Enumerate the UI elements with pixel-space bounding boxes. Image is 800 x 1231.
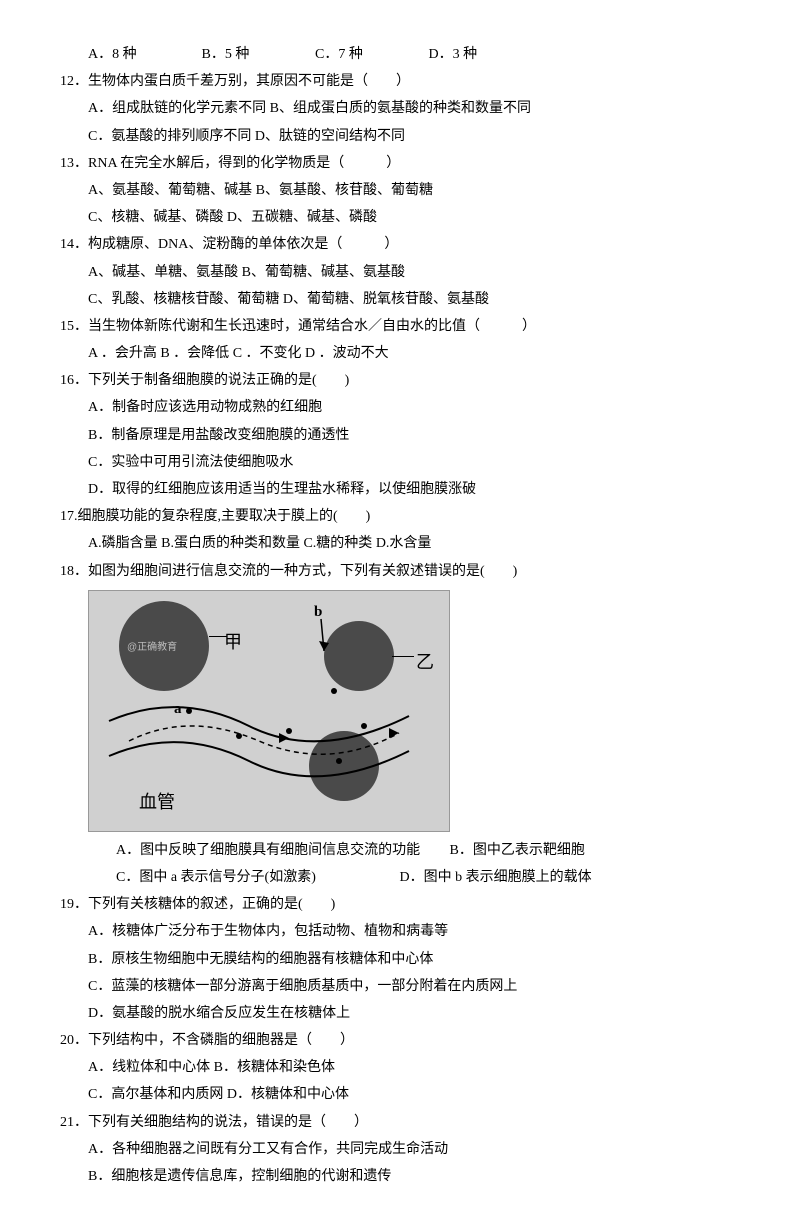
q18-figure-wrap: @正确教育 甲 乙 a b 血管 [60,590,740,832]
q11-opt-a: A．8 种 [88,42,198,67]
q21-opt-b: B．细胞核是遗传信息库，控制细胞的代谢和遗传 [60,1164,740,1189]
q13-line1: A、氨基酸、葡萄糖、碱基 B、氨基酸、核苷酸、葡萄糖 [60,178,740,203]
q18-line1: A．图中反映了细胞膜具有细胞间信息交流的功能 B．图中乙表示靶细胞 [60,838,740,863]
q16-stem: 16．下列关于制备细胞膜的说法正确的是( ) [60,368,740,393]
q17-stem: 17.细胞膜功能的复杂程度,主要取决于膜上的( ) [60,504,740,529]
q20-line1: A．线粒体和中心体 B．核糖体和染色体 [60,1055,740,1080]
q13-opt-a: A、氨基酸、葡萄糖、碱基 [88,183,252,198]
q18-opt-b: B．图中乙表示靶细胞 [450,843,585,858]
q18-opt-c: C．图中 a 表示信号分子(如激素) [116,865,396,890]
q14-line2: C、乳酸、核糖核苷酸、葡萄糖 D、葡萄糖、脱氧核苷酸、氨基酸 [60,287,740,312]
q13-line2: C、核糖、碱基、磷酸 D、五碳糖、碱基、磷酸 [60,205,740,230]
q21-opt-a: A．各种细胞器之间既有分工又有合作，共同完成生命活动 [60,1137,740,1162]
q12-line1: A．组成肽链的化学元素不同 B、组成蛋白质的氨基酸的种类和数量不同 [60,96,740,121]
q14-stem: 14．构成糖原、DNA、淀粉酶的单体依次是（ ） [60,232,740,257]
q16-opt-a: A．制备时应该选用动物成熟的红细胞 [60,395,740,420]
q14-opt-b: B、葡萄糖、碱基、氨基酸 [242,265,405,280]
q13-opt-c: C、核糖、碱基、磷酸 [88,210,223,225]
q12-opt-d: D、肽链的空间结构不同 [255,129,405,144]
q14-opt-d: D、葡萄糖、脱氧核苷酸、氨基酸 [283,292,489,307]
q13-stem: 13．RNA 在完全水解后，得到的化学物质是（ ） [60,151,740,176]
q20-stem: 20．下列结构中，不含磷脂的细胞器是（ ） [60,1028,740,1053]
q11-opt-b: B．5 种 [202,42,312,67]
q18-opt-d: D．图中 b 表示细胞膜上的载体 [400,870,592,885]
q20-opt-d: D．核糖体和中心体 [227,1087,349,1102]
q15-opt-d: D ．波动不大 [305,346,389,361]
q17-opts: A.磷脂含量 B.蛋白质的种类和数量 C.糖的种类 D.水含量 [60,531,740,556]
q13-opt-b: B、氨基酸、核苷酸、葡萄糖 [256,183,433,198]
q11-options: A．8 种 B．5 种 C．7 种 D．3 种 [60,42,740,67]
q20-opt-a: A．线粒体和中心体 [88,1060,210,1075]
q13-opt-d: D、五碳糖、碱基、磷酸 [227,210,377,225]
q15-opt-a: A ．会升高 [88,346,157,361]
q12-opt-a: A．组成肽链的化学元素不同 [88,101,266,116]
q11-opt-d: D．3 种 [429,42,539,67]
q21-stem: 21．下列有关细胞结构的说法，错误的是（ ） [60,1110,740,1135]
q16-opt-d: D．取得的红细胞应该用适当的生理盐水稀释，以使细胞膜涨破 [60,477,740,502]
q20-opt-c: C．高尔基体和内质网 [88,1087,223,1102]
q18-stem: 18．如图为细胞间进行信息交流的一种方式，下列有关叙述错误的是( ) [60,559,740,584]
q17-opt-a: A.磷脂含量 [88,536,158,551]
q19-opt-a: A．核糖体广泛分布于生物体内，包括动物、植物和病毒等 [60,919,740,944]
q14-line1: A、碱基、单糖、氨基酸 B、葡萄糖、碱基、氨基酸 [60,260,740,285]
q17-opt-d: D.水含量 [376,536,432,551]
q15-opts: A ．会升高 B ．会降低 C ．不变化 D ．波动不大 [60,341,740,366]
q18-opt-a: A．图中反映了细胞膜具有细胞间信息交流的功能 [116,838,446,863]
q19-opt-d: D．氨基酸的脱水缩合反应发生在核糖体上 [60,1001,740,1026]
q12-opt-c: C．氨基酸的排列顺序不同 [88,129,251,144]
q12-opt-b: B、组成蛋白质的氨基酸的种类和数量不同 [270,101,531,116]
q19-stem: 19．下列有关核糖体的叙述，正确的是( ) [60,892,740,917]
q14-opt-a: A、碱基、单糖、氨基酸 [88,265,238,280]
q17-opt-b: B.蛋白质的种类和数量 [161,536,300,551]
q18-line2: C．图中 a 表示信号分子(如激素) D．图中 b 表示细胞膜上的载体 [60,865,740,890]
vessel-lines [89,591,449,831]
q16-opt-b: B．制备原理是用盐酸改变细胞膜的通透性 [60,423,740,448]
q11-opt-c: C．7 种 [315,42,425,67]
q12-line2: C．氨基酸的排列顺序不同 D、肽链的空间结构不同 [60,124,740,149]
q15-stem: 15．当生物体新陈代谢和生长迅速时，通常结合水／自由水的比值（ ） [60,314,740,339]
q15-opt-b: B ．会降低 [160,346,229,361]
q16-opt-c: C．实验中可用引流法使细胞吸水 [60,450,740,475]
q18-figure: @正确教育 甲 乙 a b 血管 [88,590,450,832]
q12-stem: 12．生物体内蛋白质千差万别，其原因不可能是（ ） [60,69,740,94]
q20-opt-b: B．核糖体和染色体 [214,1060,335,1075]
q17-opt-c: C.糖的种类 [303,536,372,551]
q20-line2: C．高尔基体和内质网 D．核糖体和中心体 [60,1082,740,1107]
q15-opt-c: C ．不变化 [233,346,302,361]
q19-opt-b: B．原核生物细胞中无膜结构的细胞器有核糖体和中心体 [60,947,740,972]
q19-opt-c: C．蓝藻的核糖体一部分游离于细胞质基质中，一部分附着在内质网上 [60,974,740,999]
q14-opt-c: C、乳酸、核糖核苷酸、葡萄糖 [88,292,279,307]
